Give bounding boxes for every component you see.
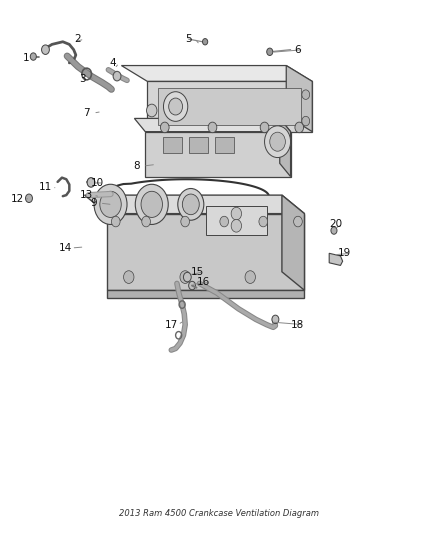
Circle shape bbox=[265, 126, 290, 158]
Circle shape bbox=[293, 216, 302, 227]
Text: 8: 8 bbox=[133, 161, 140, 171]
Circle shape bbox=[245, 271, 255, 284]
Text: 12: 12 bbox=[11, 194, 24, 204]
Text: 20: 20 bbox=[329, 219, 343, 229]
Circle shape bbox=[208, 122, 217, 133]
Circle shape bbox=[142, 216, 151, 227]
Circle shape bbox=[272, 315, 279, 324]
Circle shape bbox=[30, 53, 36, 60]
Text: 3: 3 bbox=[79, 74, 86, 84]
Text: 9: 9 bbox=[90, 198, 96, 208]
Text: 19: 19 bbox=[338, 248, 351, 259]
Circle shape bbox=[331, 227, 337, 234]
Polygon shape bbox=[280, 118, 290, 176]
Polygon shape bbox=[189, 137, 208, 153]
Circle shape bbox=[295, 122, 304, 133]
Polygon shape bbox=[85, 195, 304, 214]
Text: 5: 5 bbox=[185, 34, 192, 44]
Circle shape bbox=[147, 104, 157, 117]
Polygon shape bbox=[148, 82, 312, 132]
Circle shape bbox=[267, 48, 273, 55]
Circle shape bbox=[302, 90, 310, 99]
Circle shape bbox=[113, 71, 121, 81]
Text: 17: 17 bbox=[165, 320, 178, 330]
Circle shape bbox=[135, 184, 168, 224]
Polygon shape bbox=[162, 137, 182, 153]
Circle shape bbox=[302, 116, 310, 126]
Circle shape bbox=[163, 92, 188, 122]
Text: 1: 1 bbox=[23, 53, 29, 62]
Circle shape bbox=[25, 194, 32, 203]
Circle shape bbox=[259, 216, 268, 227]
Circle shape bbox=[87, 177, 95, 187]
Polygon shape bbox=[121, 66, 312, 82]
Polygon shape bbox=[282, 195, 304, 290]
Polygon shape bbox=[145, 132, 290, 176]
Polygon shape bbox=[215, 137, 234, 153]
Circle shape bbox=[181, 216, 190, 227]
Circle shape bbox=[220, 216, 229, 227]
Circle shape bbox=[169, 98, 183, 115]
Text: 2013 Ram 4500 Crankcase Ventilation Diagram: 2013 Ram 4500 Crankcase Ventilation Diag… bbox=[119, 508, 319, 518]
Polygon shape bbox=[107, 214, 304, 290]
Polygon shape bbox=[206, 206, 267, 235]
Text: 18: 18 bbox=[290, 320, 304, 330]
Circle shape bbox=[189, 281, 196, 290]
Text: 2: 2 bbox=[75, 34, 81, 44]
Text: 7: 7 bbox=[83, 108, 90, 118]
Text: 11: 11 bbox=[39, 182, 52, 192]
Circle shape bbox=[270, 132, 286, 151]
Polygon shape bbox=[286, 66, 312, 132]
Circle shape bbox=[180, 271, 191, 284]
Circle shape bbox=[94, 184, 127, 224]
Circle shape bbox=[178, 189, 204, 220]
Text: 14: 14 bbox=[58, 243, 72, 253]
Text: 13: 13 bbox=[80, 190, 93, 200]
Circle shape bbox=[160, 122, 169, 133]
Text: 15: 15 bbox=[191, 267, 204, 277]
Circle shape bbox=[124, 271, 134, 284]
Text: 4: 4 bbox=[110, 58, 116, 68]
Circle shape bbox=[100, 191, 121, 217]
Circle shape bbox=[141, 191, 162, 217]
Circle shape bbox=[231, 220, 242, 232]
Circle shape bbox=[184, 272, 191, 282]
Circle shape bbox=[231, 207, 242, 220]
Polygon shape bbox=[158, 88, 301, 125]
Polygon shape bbox=[134, 118, 290, 132]
Circle shape bbox=[182, 194, 199, 215]
Circle shape bbox=[202, 38, 208, 45]
Polygon shape bbox=[329, 253, 343, 265]
Circle shape bbox=[42, 45, 49, 54]
Text: 6: 6 bbox=[294, 45, 300, 55]
Text: 16: 16 bbox=[197, 277, 210, 287]
Circle shape bbox=[260, 122, 269, 133]
Circle shape bbox=[111, 216, 120, 227]
Polygon shape bbox=[107, 290, 304, 298]
Text: 10: 10 bbox=[91, 178, 104, 188]
